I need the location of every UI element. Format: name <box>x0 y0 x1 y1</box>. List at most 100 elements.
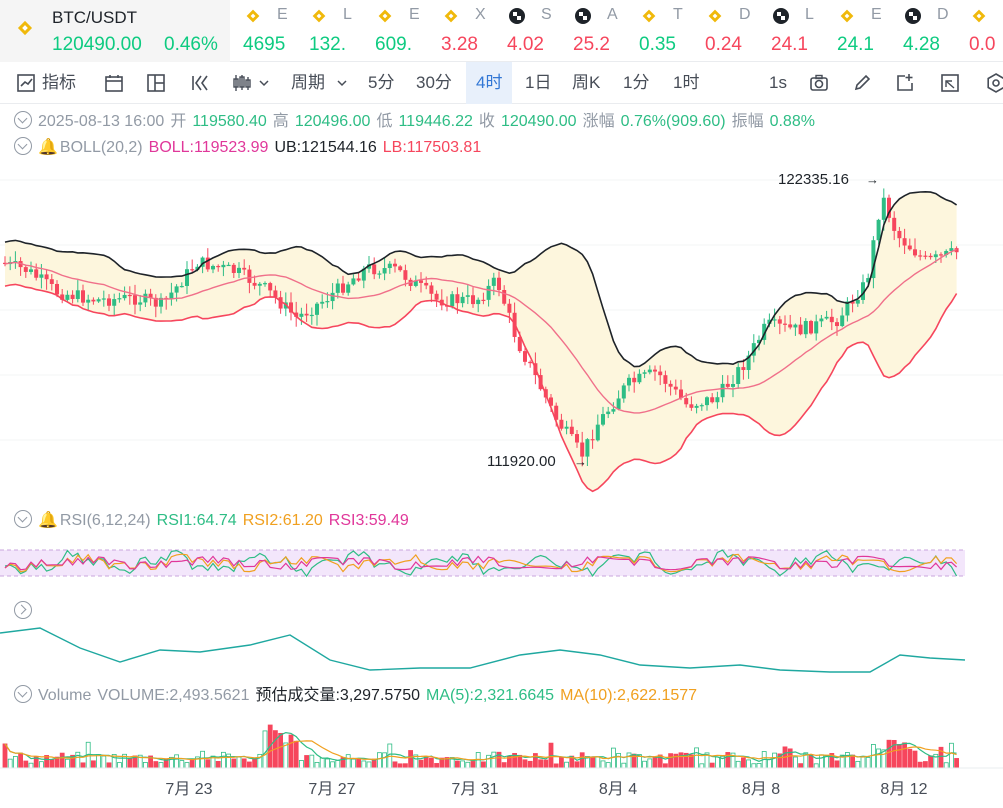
volume-bar <box>127 757 133 769</box>
volume-bar <box>709 762 715 769</box>
rsi2-value: RSI2:61.20 <box>242 512 323 529</box>
candle-body <box>112 299 117 306</box>
alert-bell-icon[interactable]: 🔔 <box>38 512 58 529</box>
collapse-toggle-icon[interactable] <box>14 685 32 703</box>
candle-body <box>793 324 798 328</box>
candle-body <box>377 273 382 275</box>
volume-bar <box>54 756 60 769</box>
volume-bar <box>839 754 845 769</box>
volume-bar <box>70 754 75 769</box>
volume-bar <box>793 756 798 769</box>
candle-body <box>148 293 153 298</box>
rsi-label: RSI(6,12,24) <box>59 512 151 529</box>
ticker-item[interactable]: X 3.28 <box>428 0 494 62</box>
chevron-down-icon <box>337 80 347 87</box>
volume-bar <box>283 742 289 769</box>
volume-bar <box>387 743 393 769</box>
interval-1w[interactable]: 周K <box>572 73 601 92</box>
volume-bar <box>829 753 835 769</box>
candle-body <box>320 301 325 304</box>
candle-type-icon[interactable] <box>232 73 252 93</box>
calendar-icon[interactable] <box>104 73 124 93</box>
fullscreen-icon[interactable] <box>940 73 960 93</box>
indicator-pane-toggle[interactable] <box>14 601 38 623</box>
volume-bar <box>548 742 554 769</box>
ticker-abbr: E <box>277 6 288 23</box>
ticker-item[interactable]: L 24.1 <box>758 0 824 62</box>
collapse-toggle-icon[interactable] <box>14 111 32 129</box>
interval-1m[interactable]: 1分 <box>623 73 650 92</box>
high-label: 高 <box>272 113 289 130</box>
candle-body <box>907 245 912 250</box>
add-window-icon[interactable] <box>895 73 915 93</box>
layout-icon[interactable] <box>146 73 166 93</box>
candle-body <box>138 302 143 305</box>
volume-bar <box>501 762 507 769</box>
volume-bar <box>616 753 621 769</box>
amp-label: 振幅 <box>731 113 764 130</box>
ticker-item[interactable]: 0.0 <box>956 0 1003 62</box>
ticker-abbr: S <box>541 6 552 23</box>
ticker-item[interactable]: D 4.28 <box>890 0 956 62</box>
interval-5m[interactable]: 5分 <box>368 73 395 92</box>
indicators-button[interactable]: 指标 <box>42 73 76 92</box>
candle-body <box>528 361 533 364</box>
volume-bar <box>798 763 803 769</box>
expand-toggle-icon[interactable] <box>14 601 32 619</box>
candle-body <box>49 279 54 284</box>
ticker-item[interactable]: L 132. <box>296 0 362 62</box>
candle-body <box>824 316 829 319</box>
ticker-item[interactable]: A 25.2 <box>560 0 626 62</box>
candle-body <box>247 269 252 283</box>
interval-30m[interactable]: 30分 <box>416 73 452 92</box>
period-dropdown[interactable]: 周期 <box>291 73 325 92</box>
bnb-coin-icon <box>17 20 33 36</box>
candle-body <box>398 266 403 271</box>
interval-1h[interactable]: 1时 <box>673 73 700 92</box>
camera-icon[interactable] <box>809 73 829 93</box>
candle-body <box>413 280 418 286</box>
bnb-coin-icon <box>378 9 392 23</box>
ticker-main-btc[interactable]: BTC/USDT 120490.00 0.46% <box>0 0 230 62</box>
settings-icon[interactable] <box>986 73 1003 93</box>
ticker-item[interactable]: E 24.1 <box>824 0 890 62</box>
candle-body <box>60 294 65 300</box>
candle-body <box>273 290 278 298</box>
candle-body <box>315 303 319 315</box>
low-annotation: 111920.00 <box>487 453 556 470</box>
candle-body <box>523 351 527 362</box>
collapse-toggle-icon[interactable] <box>14 137 32 155</box>
volume-bar <box>293 740 299 769</box>
interval-4h[interactable]: 4时 <box>466 62 513 104</box>
ticker-value: 0.24 <box>705 34 742 55</box>
volume-bar <box>735 760 741 769</box>
candle-body <box>403 270 408 280</box>
volume-bar <box>808 754 814 769</box>
rewind-icon[interactable] <box>190 73 210 93</box>
volume-bar <box>267 724 273 769</box>
candle-body <box>341 283 345 293</box>
volume-bar <box>117 762 122 769</box>
ticker-abbr: A <box>607 6 618 23</box>
ticker-item[interactable]: E 609. <box>362 0 428 62</box>
ticker-item[interactable]: D 0.24 <box>692 0 758 62</box>
candle-body <box>933 254 938 258</box>
volume-bar <box>512 752 517 769</box>
ticker-item[interactable]: T 0.35 <box>626 0 692 62</box>
interval-1d[interactable]: 1日 <box>525 73 552 92</box>
collapse-toggle-icon[interactable] <box>14 510 32 528</box>
refresh-interval[interactable]: 1s <box>769 73 787 92</box>
ticker-item[interactable]: S 4.02 <box>494 0 560 62</box>
volume-bar <box>153 761 159 769</box>
ticker-item[interactable]: E 4695 <box>230 0 296 62</box>
candle-body <box>606 411 611 415</box>
candle-body <box>335 283 340 293</box>
pencil-icon[interactable] <box>852 73 872 93</box>
candle-body <box>164 297 169 300</box>
checker-coin-icon <box>509 8 525 24</box>
volume-bar <box>860 756 866 769</box>
candle-body <box>96 299 101 302</box>
candle-body <box>29 269 33 272</box>
alert-bell-icon[interactable]: 🔔 <box>38 139 58 156</box>
candle-body <box>689 404 694 408</box>
